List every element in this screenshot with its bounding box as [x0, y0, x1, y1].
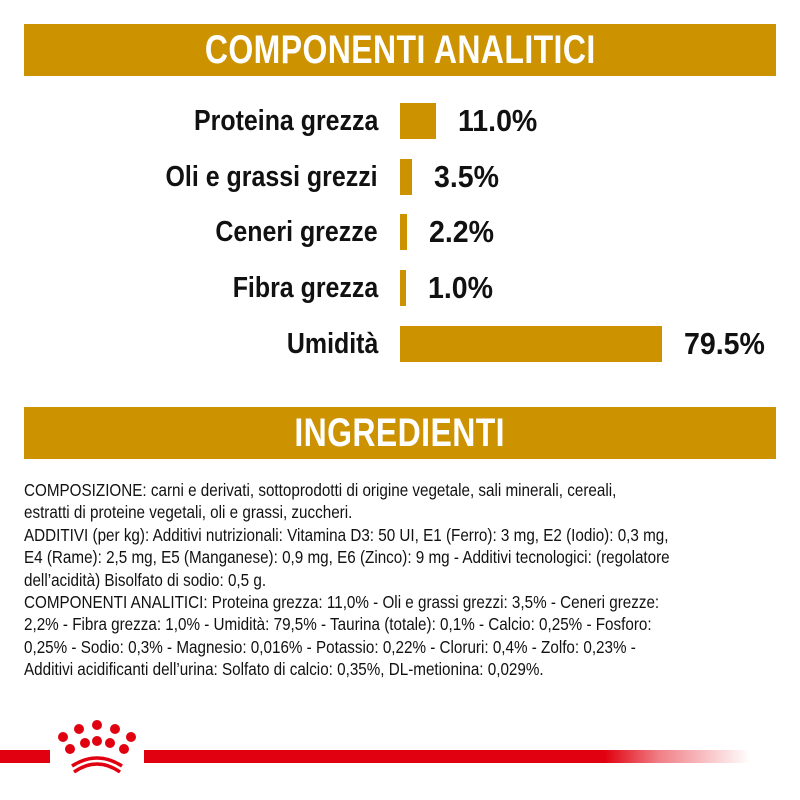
analytics-bar-chart: Proteina grezza 11.0% Oli e grassi grezz…	[0, 103, 800, 362]
row-value: 11.0%	[458, 103, 538, 138]
row-bar	[400, 270, 406, 306]
analytics-title: COMPONENTI ANALITICI	[204, 28, 596, 72]
row-label: Oli e grassi grezzi	[165, 161, 378, 193]
ingredients-line: E4 (Rame): 2,5 mg, E5 (Manganese): 0,9 m…	[24, 547, 670, 568]
chart-row: Oli e grassi grezzi 3.5%	[0, 159, 800, 195]
row-value: 2.2%	[429, 214, 495, 249]
chart-row: Ceneri grezze 2.2%	[0, 214, 800, 250]
royal-crown-icon	[58, 720, 136, 774]
row-value: 3.5%	[434, 159, 500, 194]
row-label: Fibra grezza	[232, 272, 378, 304]
row-bar	[400, 326, 662, 362]
row-value: 79.5%	[684, 326, 765, 361]
chart-row: Fibra grezza 1.0%	[0, 270, 800, 306]
ingredients-line: Additivi acidificanti dell’urina: Solfat…	[24, 659, 544, 680]
ingredients-line: estratti di proteine vegetali, oli e gra…	[24, 502, 353, 523]
footer-red-line-left	[0, 750, 50, 763]
ingredients-line: 2,2% - Fibra grezza: 1,0% - Umidità: 79,…	[24, 614, 652, 635]
chart-row: Umidità 79.5%	[0, 326, 800, 362]
ingredients-line: COMPONENTI ANALITICI: Proteina grezza: 1…	[24, 592, 660, 613]
ingredients-line: COMPOSIZIONE: carni e derivati, sottopro…	[24, 480, 617, 500]
ingredients-line: dell’acidità) Bisolfato di sodio: 0,5 g.	[24, 569, 267, 590]
row-label: Ceneri grezze	[215, 216, 378, 248]
row-bar	[400, 103, 436, 139]
brand-footer	[0, 720, 800, 800]
footer-red-line-right	[144, 750, 750, 763]
ingredients-title: INGREDIENTI	[294, 411, 506, 455]
ingredients-line: ADDITIVI (per kg): Additivi nutrizionali…	[24, 524, 669, 545]
row-bar	[400, 214, 407, 250]
ingredients-line: 0,25% - Sodio: 0,3% - Magnesio: 0,016% -…	[24, 636, 636, 657]
analytics-banner: COMPONENTI ANALITICI	[24, 24, 776, 76]
ingredients-text: COMPOSIZIONE: carni e derivati, sottopro…	[24, 479, 772, 681]
row-bar	[400, 159, 412, 195]
chart-row: Proteina grezza 11.0%	[0, 103, 800, 139]
ingredients-banner: INGREDIENTI	[24, 407, 776, 459]
row-label: Proteina grezza	[193, 105, 378, 137]
row-label: Umidità	[286, 328, 378, 360]
row-value: 1.0%	[428, 270, 494, 305]
